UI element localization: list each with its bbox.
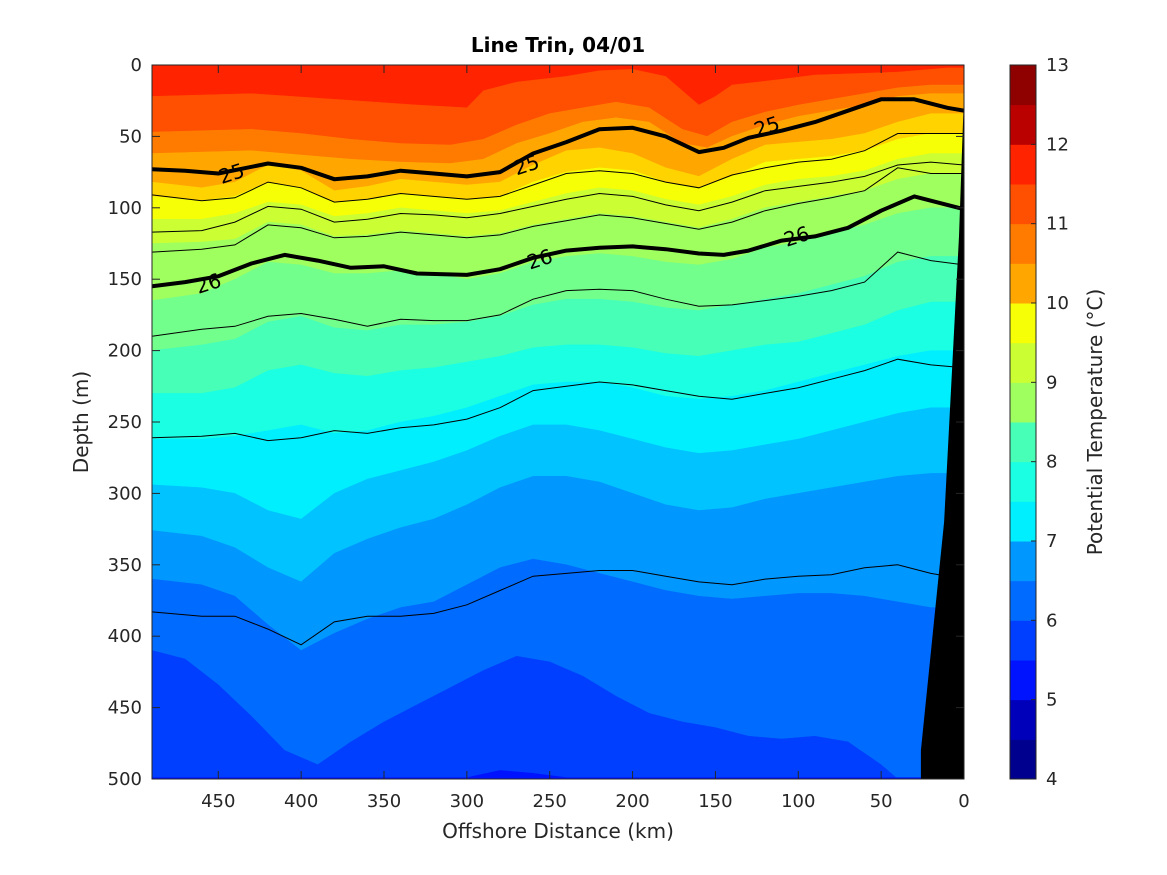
x-tick-label: 400 [284,791,318,812]
colorbar-segment [1010,580,1036,621]
colorbar-segment [1010,422,1036,463]
colorbar-segment [1010,660,1036,701]
x-tick-label: 200 [615,791,649,812]
y-tick-label: 100 [108,198,142,219]
x-axis-ticks: 450 400 350 300 250 200 150 100 50 0 [201,65,970,812]
colorbar-segment [1010,461,1036,502]
colorbar-segment [1010,104,1036,145]
x-tick-label: 250 [533,791,567,812]
colorbar-tick-label: 7 [1046,531,1057,552]
colorbar-tick-label: 8 [1046,452,1057,473]
y-axis-ticks: 0 50 100 150 200 250 300 350 400 450 500 [108,55,964,790]
colorbar-segment [1010,65,1036,106]
density-contour-26 [152,194,964,289]
x-tick-label: 50 [870,791,893,812]
chart-title: Line Trin, 04/01 [471,33,645,57]
colorbar-tick-label: 10 [1046,293,1069,314]
y-tick-label: 300 [108,483,142,504]
y-tick-label: 150 [108,269,142,290]
colorbar-frame [1009,64,1037,780]
colorbar-segment [1010,620,1036,661]
colorbar-tick-label: 9 [1046,372,1057,393]
isoline [152,358,964,442]
thin-isolines [152,133,964,646]
colorbar-segment [1010,382,1036,423]
colorbar-tick-label: 12 [1046,134,1069,155]
colorbar-tick-label: 13 [1046,55,1069,76]
isoline [152,133,964,203]
x-tick-label: 0 [958,791,969,812]
x-axis-label: Offshore Distance (km) [442,819,674,843]
colorbar [1010,65,1036,780]
y-tick-label: 500 [108,769,142,790]
isoline [152,251,964,337]
colorbar-tick-label: 4 [1046,769,1057,790]
isoline [152,161,964,233]
colorbar-tick-label: 5 [1046,690,1057,711]
x-tick-label: 100 [781,791,815,812]
colorbar-segment [1010,144,1036,185]
colorbar-tick-label: 6 [1046,610,1057,631]
colorbar-segment [1010,303,1036,344]
y-tick-label: 350 [108,555,142,576]
seafloor [920,65,964,779]
y-axis-label: Depth (m) [69,371,93,473]
colorbar-ticks: 4 5 6 7 8 9 10 11 12 13 [1031,55,1069,790]
colorbar-segment [1010,699,1036,740]
y-tick-label: 400 [108,626,142,647]
x-tick-label: 350 [367,791,401,812]
colorbar-segment [1010,184,1036,225]
y-tick-label: 250 [108,412,142,433]
y-tick-label: 0 [131,55,142,76]
colorbar-segment [1010,263,1036,304]
density-contours [152,97,964,289]
colorbar-segment [1010,739,1036,780]
temperature-filled-contours [152,65,964,779]
y-tick-label: 50 [119,126,142,147]
colorbar-segment [1010,501,1036,542]
colorbar-label: Potential Temperature (°C) [1083,289,1107,556]
isoline [152,564,964,646]
y-tick-label: 200 [108,341,142,362]
x-tick-label: 300 [450,791,484,812]
colorbar-segment [1010,223,1036,264]
y-tick-label: 450 [108,698,142,719]
colorbar-segment [1010,342,1036,383]
density-contour-25 [152,97,964,182]
x-tick-label: 450 [201,791,235,812]
isoline [152,167,964,253]
bathymetry-mask [920,65,964,779]
colorbar-tick-label: 11 [1046,214,1069,235]
colorbar-segment [1010,541,1036,582]
x-tick-label: 150 [698,791,732,812]
temperature-band [152,650,964,779]
